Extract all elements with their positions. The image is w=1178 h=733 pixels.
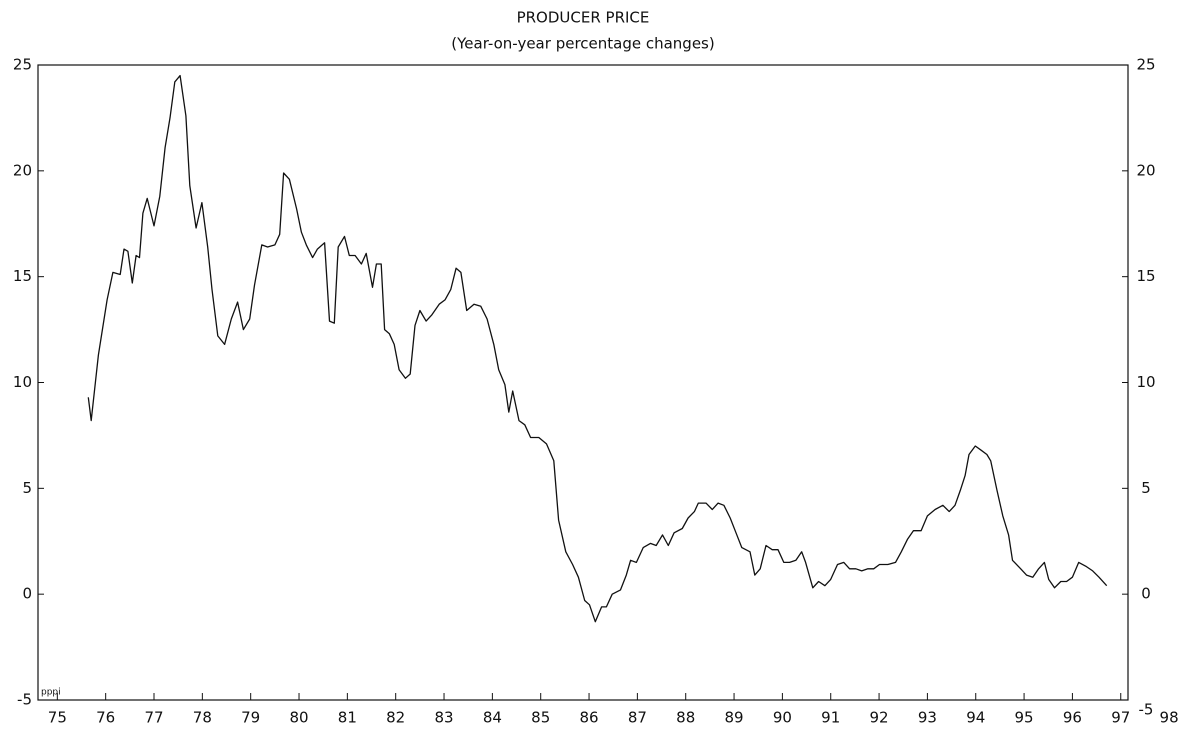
y2-tick-label: 15 [1136, 267, 1155, 285]
y-tick-label: 15 [13, 267, 32, 285]
x-tick-label: 89 [725, 709, 744, 727]
x-tick-label: 80 [289, 709, 308, 727]
y2-tick-label: 25 [1136, 56, 1155, 74]
x-tick-label: 81 [338, 709, 357, 727]
x-tick-label: 84 [483, 709, 502, 727]
y-tick-label: 20 [13, 161, 32, 179]
x-tick-label: 93 [918, 709, 937, 727]
x-tick-label: 91 [821, 709, 840, 727]
x-tick-label: 79 [241, 709, 260, 727]
y-tick-label: 10 [13, 373, 32, 391]
y-tick-label: -5 [17, 691, 32, 709]
x-tick-label: 85 [531, 709, 550, 727]
x-tick-label: 76 [96, 709, 115, 727]
x-tick-label: 87 [628, 709, 647, 727]
y2-tick-label: 10 [1136, 373, 1155, 391]
y-tick-label: 5 [22, 479, 32, 497]
x-tick-label: 97 [1111, 709, 1130, 727]
annotation: pppi [41, 688, 61, 698]
x-tick-label: 96 [1063, 709, 1082, 727]
y2-tick-label: 20 [1136, 161, 1155, 179]
y-tick-label: 0 [22, 585, 32, 603]
chart-subtitle: (Year-on-year percentage changes) [451, 35, 714, 53]
x-tick-label: 82 [386, 709, 405, 727]
data-line [87, 74, 1108, 623]
x-tick-label: 94 [966, 709, 985, 727]
y2-tick-label: 5 [1141, 479, 1151, 497]
y2-tick-label: 0 [1141, 585, 1151, 603]
x-tick-label: 95 [1015, 709, 1034, 727]
x-tick-label: 78 [193, 709, 212, 727]
chart-title: PRODUCER PRICE [517, 9, 650, 27]
x-tick-label: 77 [144, 709, 163, 727]
y-tick-label: 25 [13, 56, 32, 74]
plot-frame [37, 64, 1129, 701]
x-tick-label: 98 [1160, 709, 1178, 727]
x-tick-label: 88 [676, 709, 695, 727]
x-tick-label: 92 [870, 709, 889, 727]
x-tick-label: 75 [48, 709, 67, 727]
x-tick-label: 90 [773, 709, 792, 727]
x-tick-label: 83 [434, 709, 453, 727]
x-tick-label: 86 [579, 709, 598, 727]
y2-tick-label: -5 [1139, 701, 1154, 719]
